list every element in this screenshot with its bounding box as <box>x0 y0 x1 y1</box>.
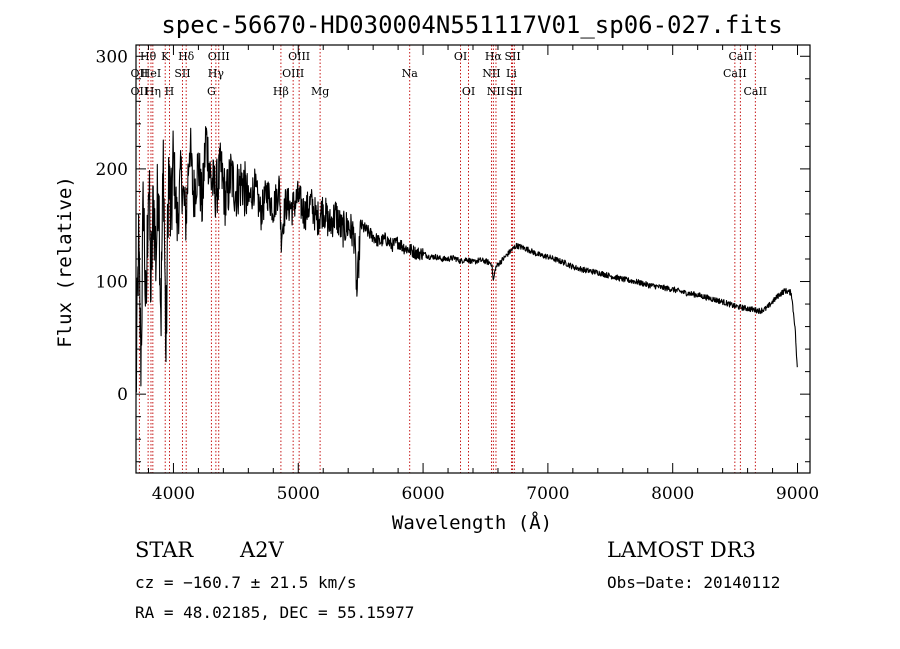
line-label: OII <box>131 85 149 98</box>
x-axis: 4000 5000 6000 7000 8000 9000 <box>147 45 819 504</box>
x-tick-label: 5000 <box>277 484 320 504</box>
line-label: OIII <box>288 50 310 63</box>
x-tick-label: 8000 <box>651 484 694 504</box>
spectrum-line <box>135 126 798 393</box>
line-label: HeI <box>141 67 161 80</box>
line-label: NII <box>482 67 500 80</box>
line-label: SII <box>506 85 522 98</box>
line-label: Mg <box>311 85 329 98</box>
line-label: Hβ <box>273 85 289 98</box>
line-label: NII <box>487 85 505 98</box>
line-label: OII <box>131 67 149 80</box>
spectral-line-labels: OII OII Hθ HeI Hη K SII H Hδ OIII Hγ G Hβ OIII OIII Mg N… <box>131 50 768 98</box>
object-class: STAR <box>135 538 194 562</box>
chart-title: spec-56670-HD030004N551117V01_sp06-027.f… <box>161 11 782 39</box>
line-label: Na <box>402 67 419 80</box>
line-label: OI <box>462 85 475 98</box>
line-label: OIII <box>208 50 230 63</box>
line-label: Hθ <box>140 50 157 63</box>
x-tick-label: 7000 <box>526 484 569 504</box>
y-tick-label: 0 <box>117 385 128 405</box>
line-label: CaII <box>729 50 753 63</box>
line-label: Hγ <box>208 67 225 80</box>
coordinates: RA = 48.02185, DEC = 55.15977 <box>135 603 415 622</box>
y-axis: 0 100 200 300 <box>96 47 810 463</box>
x-axis-label: Wavelength (Å) <box>392 511 552 534</box>
y-tick-label: 200 <box>96 160 128 180</box>
line-label: SII <box>174 67 190 80</box>
line-label: Hα <box>485 50 503 63</box>
survey-name: LAMOST DR3 <box>607 538 756 562</box>
x-tick-label: 9000 <box>776 484 819 504</box>
object-subclass: A2V <box>240 538 284 562</box>
y-axis-label: Flux (relative) <box>54 176 76 348</box>
line-label: CaII <box>723 67 747 80</box>
line-label: K <box>161 50 170 63</box>
line-label: OIII <box>282 67 304 80</box>
x-tick-label: 6000 <box>401 484 444 504</box>
line-label: CaII <box>743 85 767 98</box>
observation-date: Obs−Date: 20140112 <box>607 573 781 592</box>
redshift-velocity: cz = −160.7 ± 21.5 km/s <box>135 573 357 592</box>
line-label: G <box>207 85 216 98</box>
line-label: Hδ <box>178 50 195 63</box>
plot-frame <box>135 44 811 474</box>
x-tick-label: 4000 <box>152 484 195 504</box>
y-tick-label: 300 <box>96 47 128 67</box>
line-label: Li <box>506 67 517 80</box>
line-label: H <box>165 85 175 98</box>
line-label: SII <box>504 50 520 63</box>
line-label: Hη <box>145 85 161 98</box>
y-tick-label: 100 <box>96 273 128 293</box>
spectral-line-markers <box>138 45 756 473</box>
line-label: OI <box>454 50 467 63</box>
